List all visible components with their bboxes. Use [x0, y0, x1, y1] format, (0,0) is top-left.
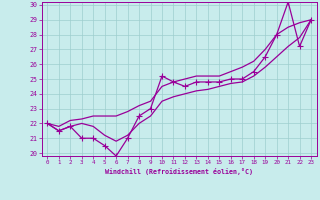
X-axis label: Windchill (Refroidissement éolien,°C): Windchill (Refroidissement éolien,°C)	[105, 168, 253, 175]
